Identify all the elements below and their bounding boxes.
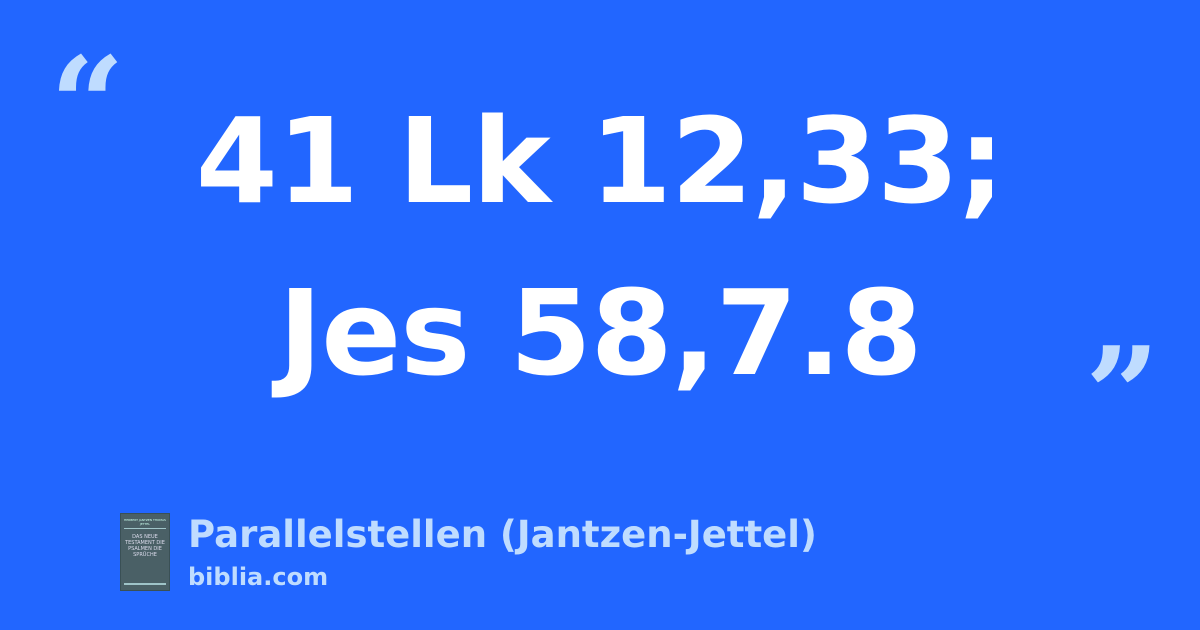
source-title: Parallelstellen (Jantzen-Jettel) [188, 513, 817, 556]
open-quote-icon: “ [50, 28, 125, 181]
cover-title: DAS NEUE TESTAMENT DIE PSALMEN DIE SPRÜC… [125, 534, 165, 558]
verse-line-1: 41 Lk 12,33; [195, 92, 1005, 230]
cover-authors: HERBERT JANTZEN THOMAS JETTEL [124, 518, 166, 529]
close-quote-icon: ” [1085, 318, 1160, 471]
source-site: biblia.com [188, 563, 329, 591]
cover-stripe [124, 583, 166, 585]
verse-reference: 41 Lk 12,33; Jes 58,7.8 [0, 75, 1200, 419]
verse-line-2: Jes 58,7.8 [278, 264, 922, 402]
book-cover: HERBERT JANTZEN THOMAS JETTEL DAS NEUE T… [120, 513, 170, 591]
